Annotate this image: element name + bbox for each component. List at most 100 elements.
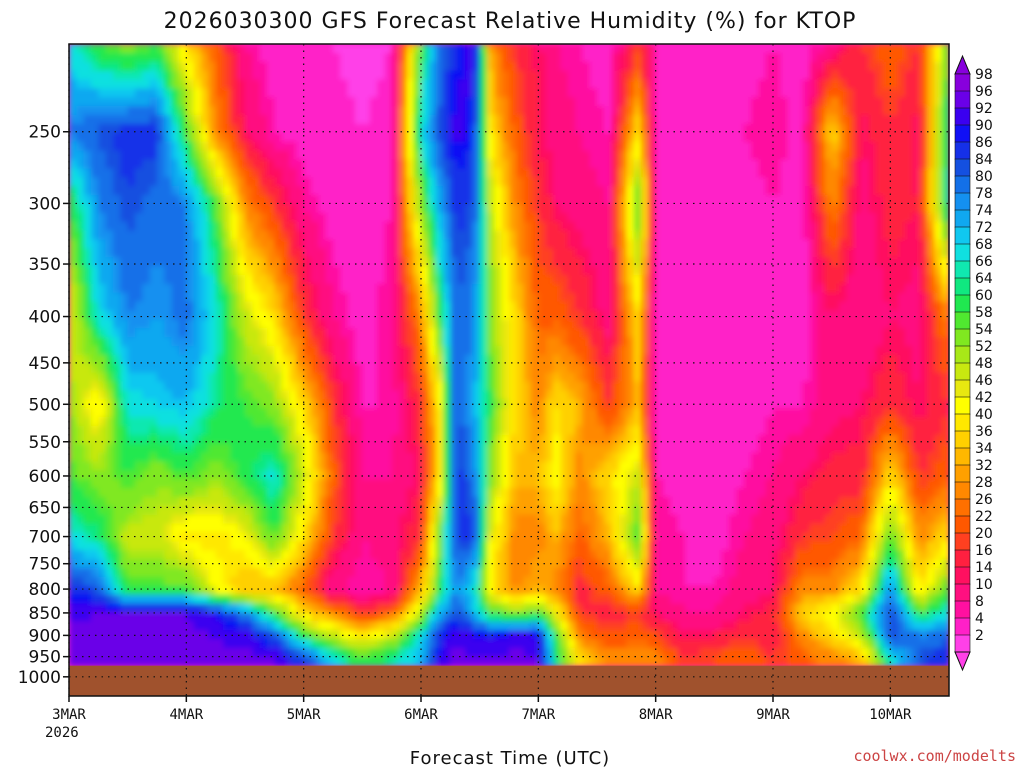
humidity-cell: [267, 221, 275, 232]
humidity-cell: [501, 221, 510, 232]
humidity-cell: [457, 141, 466, 152]
humidity-cell: [399, 559, 407, 569]
humidity-cell: [362, 390, 371, 400]
humidity-cell: [318, 416, 327, 427]
humidity-cell: [208, 106, 217, 116]
humidity-cell: [399, 479, 407, 489]
humidity-cell: [457, 132, 466, 143]
humidity-cell: [413, 115, 422, 125]
humidity-cell: [267, 212, 275, 223]
humidity-cell: [531, 52, 539, 63]
humidity-cell: [428, 159, 437, 169]
humidity-cell: [83, 301, 92, 312]
humidity-cell: [325, 328, 334, 338]
humidity-cell: [347, 123, 356, 134]
humidity-cell: [223, 132, 231, 143]
humidity-cell: [237, 274, 246, 285]
humidity-cell: [274, 194, 283, 205]
humidity-cell: [531, 425, 539, 436]
humidity-cell: [582, 97, 591, 107]
humidity-cell: [553, 70, 561, 81]
humidity-cell: [179, 621, 187, 631]
humidity-cell: [575, 594, 583, 605]
humidity-cell: [237, 61, 246, 72]
humidity-cell: [237, 150, 246, 161]
humidity-cell: [193, 496, 202, 507]
humidity-cell: [435, 230, 444, 240]
humidity-cell: [369, 621, 378, 631]
humidity-cell: [435, 532, 444, 542]
humidity-cell: [142, 514, 151, 525]
humidity-cell: [171, 283, 180, 294]
humidity-cell: [245, 52, 253, 63]
humidity-cell: [509, 168, 517, 178]
humidity-cell: [523, 61, 532, 72]
humidity-cell: [399, 372, 407, 383]
humidity-cell: [494, 150, 503, 161]
humidity-cell: [325, 416, 334, 427]
humidity-cell: [553, 159, 561, 169]
humidity-cell: [69, 283, 77, 294]
humidity-cell: [421, 470, 429, 480]
humidity-cell: [567, 88, 576, 98]
humidity-cell: [69, 639, 77, 649]
humidity-cell: [435, 470, 444, 480]
humidity-cell: [589, 88, 598, 98]
humidity-cell: [274, 425, 283, 436]
humidity-cell: [325, 79, 334, 89]
humidity-cell: [303, 621, 312, 631]
humidity-cell: [399, 576, 407, 587]
humidity-cell: [516, 283, 525, 294]
humidity-cell: [362, 132, 371, 143]
humidity-cell: [465, 345, 473, 356]
humidity-cell: [391, 559, 400, 569]
humidity-cell: [230, 301, 239, 312]
humidity-cell: [83, 221, 92, 232]
humidity-cell: [421, 186, 429, 196]
humidity-cell: [465, 221, 473, 232]
humidity-cell: [105, 319, 114, 329]
humidity-cell: [457, 230, 466, 240]
humidity-cell: [245, 274, 253, 285]
humidity-cell: [179, 292, 187, 303]
humidity-cell: [120, 70, 129, 81]
humidity-cell: [377, 576, 385, 587]
humidity-cell: [509, 523, 517, 534]
humidity-cell: [318, 88, 327, 98]
humidity-cell: [259, 505, 268, 516]
humidity-cell: [435, 177, 444, 187]
humidity-cell: [142, 630, 151, 640]
humidity-cell: [494, 567, 503, 578]
humidity-cell: [567, 337, 576, 347]
humidity-cell: [582, 266, 591, 276]
humidity-cell: [267, 52, 275, 63]
humidity-cell: [83, 390, 92, 400]
humidity-cell: [531, 603, 539, 613]
humidity-cell: [347, 372, 356, 383]
humidity-cell: [76, 123, 85, 134]
humidity-cell: [465, 550, 473, 560]
humidity-cell: [69, 567, 77, 578]
humidity-cell: [406, 559, 415, 569]
humidity-cell: [135, 248, 143, 258]
humidity-cell: [494, 612, 503, 622]
humidity-cell: [113, 257, 121, 267]
humidity-cell: [201, 416, 209, 427]
humidity-cell: [516, 354, 525, 365]
humidity-cell: [509, 621, 517, 631]
humidity-cell: [340, 603, 349, 613]
humidity-cell: [289, 523, 297, 534]
humidity-cell: [391, 541, 400, 551]
humidity-cell: [201, 647, 209, 658]
humidity-cell: [545, 603, 554, 613]
humidity-cell: [208, 443, 217, 454]
humidity-cell: [450, 541, 459, 551]
humidity-cell: [201, 97, 209, 107]
humidity-cell: [538, 310, 547, 320]
humidity-cell: [76, 488, 85, 498]
humidity-cell: [208, 159, 217, 169]
humidity-cell: [553, 150, 561, 161]
humidity-cell: [76, 52, 85, 63]
humidity-cell: [560, 505, 569, 516]
humidity-cell: [274, 550, 283, 560]
